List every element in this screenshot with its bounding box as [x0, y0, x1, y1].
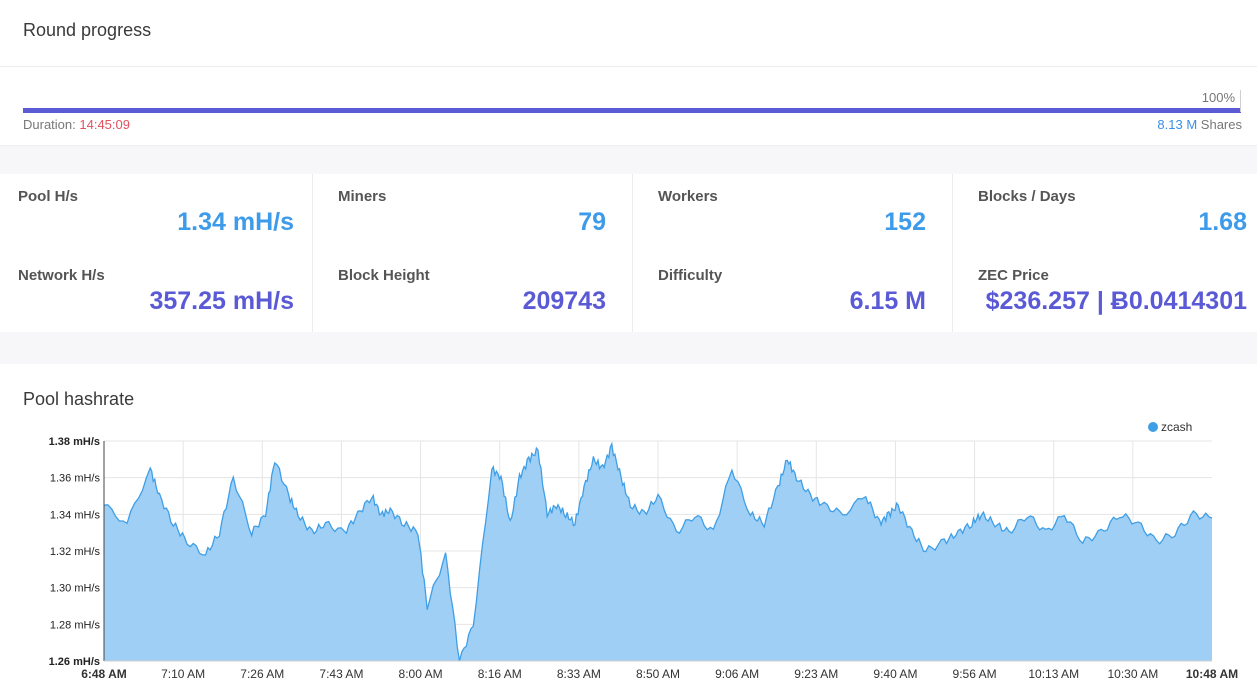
y-tick-label: 1.34 mH/s	[50, 509, 101, 521]
x-tick-label: 9:56 AM	[953, 667, 997, 681]
stat-column-workers: Workers 152 Difficulty 6.15 M	[632, 174, 952, 332]
x-tick-label: 10:30 AM	[1108, 667, 1159, 681]
legend-label: zcash	[1161, 420, 1192, 434]
zec-price-label: ZEC Price	[978, 267, 1049, 284]
progress-percent: 100%	[1201, 90, 1235, 105]
zec-price-value: $236.257 | Ƀ0.0414301	[985, 287, 1247, 315]
x-tick-label: 9:06 AM	[715, 667, 759, 681]
miners-label: Miners	[338, 188, 387, 205]
block-height-label: Block Height	[338, 267, 430, 284]
x-tick-label: 8:16 AM	[478, 667, 522, 681]
stat-column-miners: Miners 79 Block Height 209743	[312, 174, 632, 332]
x-tick-label: 6:48 AM	[81, 667, 127, 681]
stat-column-pool: Pool H/s 1.34 mH/s Network H/s 357.25 mH…	[0, 174, 320, 332]
shares: 8.13 M Shares	[1157, 117, 1242, 132]
hashrate-area	[104, 443, 1212, 661]
hashrate-line	[103, 441, 1213, 662]
blocks-per-day-label: Blocks / Days	[978, 188, 1076, 205]
difficulty-label: Difficulty	[658, 267, 723, 284]
x-tick-label: 7:10 AM	[161, 667, 205, 681]
duration-value: 14:45:09	[79, 117, 130, 132]
x-tick-label: 8:33 AM	[557, 667, 601, 681]
miners-value: 79	[578, 208, 606, 236]
pool-hashrate-title: Pool hashrate	[23, 389, 135, 409]
pool-hashrate-card: Pool hashrate 1.26 mH/s 1.28 mH/s 1.30 mH/…	[0, 364, 1257, 695]
round-progress-title: Round progress	[23, 20, 152, 40]
y-tick-label: 1.36 mH/s	[50, 473, 101, 485]
y-tick-label: 1.28 mH/s	[50, 619, 101, 631]
x-tick-label: 7:43 AM	[319, 667, 363, 681]
x-tick-label: 8:00 AM	[399, 667, 443, 681]
network-hashrate-value: 357.25 mH/s	[149, 287, 294, 315]
y-tick-label: 1.38 mH/s	[49, 436, 100, 448]
x-tick-label: 9:23 AM	[794, 667, 838, 681]
x-tick-label: 8:50 AM	[636, 667, 680, 681]
progress-bar	[23, 108, 1241, 113]
pool-hashrate-chart: 1.26 mH/s 1.28 mH/s 1.30 mH/s 1.32 mH/s 1.34…	[49, 420, 1239, 681]
pool-hashrate-label: Pool H/s	[18, 188, 79, 205]
y-tick-label: 1.32 mH/s	[50, 546, 101, 558]
shares-label: Shares	[1200, 117, 1242, 132]
workers-label: Workers	[658, 188, 718, 205]
block-height-value: 209743	[522, 287, 606, 315]
x-tick-label: 10:13 AM	[1028, 667, 1079, 681]
x-tick-label: 10:48 AM	[1186, 667, 1238, 681]
duration-label: Duration:	[23, 117, 76, 132]
y-tick-label: 1.26 mH/s	[49, 656, 100, 668]
workers-value: 152	[884, 208, 926, 236]
legend-marker	[1148, 422, 1158, 432]
blocks-per-day-value: 1.68	[1198, 208, 1247, 236]
progress-bar-fill	[23, 108, 1241, 113]
round-progress-card: Round progress 100% Duration: 14:45:09 8…	[0, 0, 1257, 145]
y-tick-label: 1.30 mH/s	[50, 583, 101, 595]
stat-column-blocks: Blocks / Days 1.68 ZEC Price $236.257 | …	[952, 174, 1257, 332]
progress-end-marker	[1240, 90, 1241, 112]
x-tick-label: 7:26 AM	[240, 667, 284, 681]
stats-card: Pool H/s 1.34 mH/s Network H/s 357.25 mH…	[0, 174, 1257, 332]
pool-hashrate-value: 1.34 mH/s	[177, 208, 294, 236]
network-hashrate-label: Network H/s	[18, 267, 105, 284]
duration: Duration: 14:45:09	[23, 117, 130, 132]
difficulty-value: 6.15 M	[849, 287, 926, 315]
shares-value: 8.13 M	[1157, 117, 1198, 132]
divider	[0, 66, 1257, 67]
x-tick-label: 9:40 AM	[873, 667, 917, 681]
